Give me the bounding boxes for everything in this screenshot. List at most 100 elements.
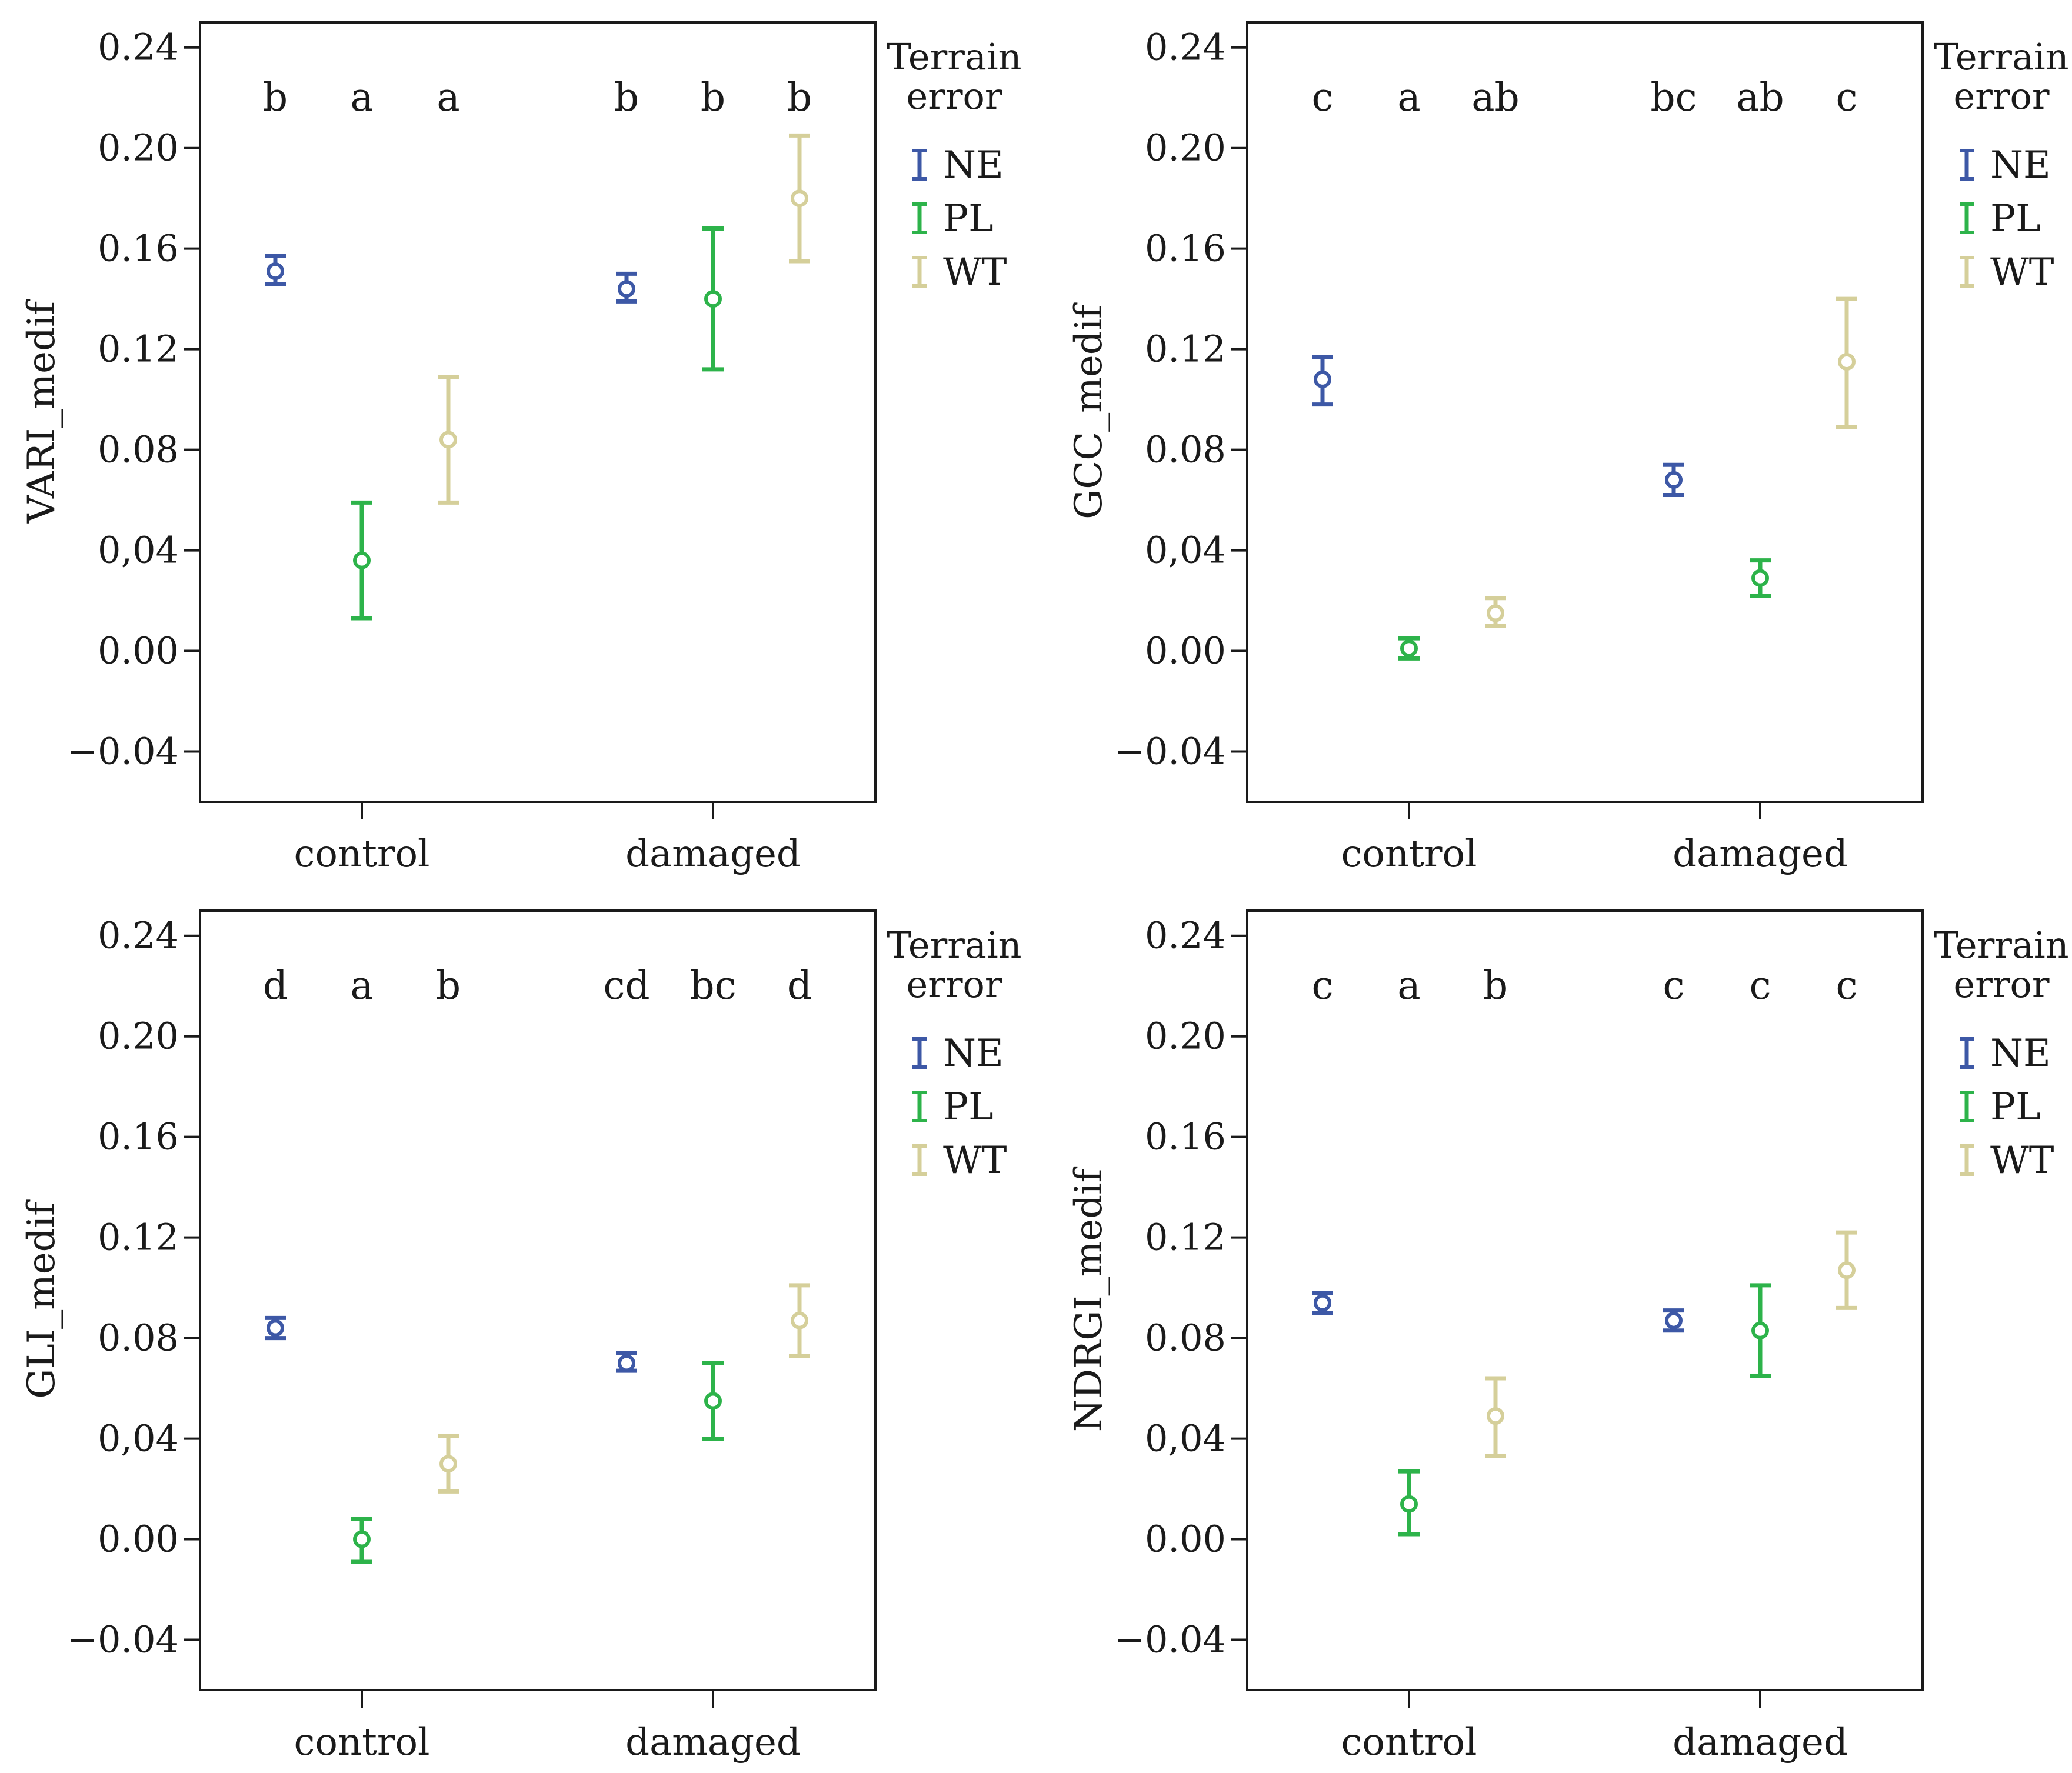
mean-point-ne <box>1665 471 1683 489</box>
x-tick-label: damaged <box>1673 1721 1848 1764</box>
x-tick-label: damaged <box>1673 832 1848 876</box>
chart-panel-gcc-medif: 0.24 0.20 0.16 0.12 0.08 0,04 0.00 −0.04 control… <box>1067 21 2069 876</box>
legend-label-ne: NE <box>1990 1032 2051 1075</box>
legend-label-wt: WT <box>1990 1139 2054 1182</box>
legend-title: error <box>1954 75 2050 118</box>
legend-label-pl: PL <box>943 1085 994 1129</box>
y-tick-label: 0,04 <box>98 529 179 572</box>
significance-letter: bc <box>689 963 736 1008</box>
significance-letter: c <box>1836 75 1858 120</box>
mean-point-wt <box>1838 1261 1856 1279</box>
x-tick-label: control <box>294 832 430 876</box>
y-axis-title: VARI_medif <box>20 299 64 524</box>
x-tick-label: control <box>294 1721 430 1764</box>
mean-point-wt <box>439 1455 457 1473</box>
legend-title: error <box>907 75 1002 118</box>
y-tick-label: −0.04 <box>1114 1618 1226 1661</box>
mean-point-pl <box>353 1530 371 1548</box>
x-tick-label: control <box>1341 832 1477 876</box>
mean-point-ne <box>1314 1294 1331 1312</box>
y-tick-label: 0,04 <box>98 1417 179 1460</box>
y-tick-label: 0.12 <box>98 328 179 371</box>
significance-letter: ab <box>1736 75 1784 120</box>
legend-title: error <box>907 963 1002 1006</box>
y-tick-label: 0.16 <box>98 227 179 270</box>
legend-label-wt: WT <box>1990 251 2054 294</box>
significance-letter: bc <box>1650 75 1697 120</box>
mean-point-ne <box>267 1319 284 1337</box>
chart-panel-gli-medif: 0.24 0.20 0.16 0.12 0.08 0,04 0.00 −0.04 control… <box>20 909 1022 1764</box>
y-tick-label: 0.20 <box>1145 126 1226 169</box>
plot-frame <box>199 909 877 1691</box>
plot-frame <box>199 21 877 803</box>
mean-point-wt <box>791 189 808 208</box>
y-tick-label: −0.04 <box>67 1618 179 1661</box>
significance-letter: b <box>1483 963 1508 1008</box>
mean-point-pl <box>1400 639 1418 658</box>
y-tick-label: 0.20 <box>1145 1015 1226 1058</box>
x-tick-label: damaged <box>625 1721 801 1764</box>
significance-letter: c <box>1312 963 1334 1008</box>
y-tick-label: 0.00 <box>98 629 179 672</box>
y-tick-label: 0.24 <box>98 914 179 957</box>
significance-letter: a <box>1397 963 1420 1008</box>
mean-point-pl <box>1751 569 1769 587</box>
legend-label-wt: WT <box>943 1139 1007 1182</box>
y-tick-label: 0.20 <box>98 126 179 169</box>
significance-letter: a <box>350 963 373 1008</box>
legend-title: Terrain <box>1934 924 2068 967</box>
y-tick-label: 0,04 <box>1145 1417 1226 1460</box>
legend-label-wt: WT <box>943 251 1007 294</box>
plot-frame <box>1246 21 1924 803</box>
chart-panel-ndrgi-medif: 0.24 0.20 0.16 0.12 0.08 0,04 0.00 −0.04 control… <box>1067 909 2069 1764</box>
y-tick-label: 0.00 <box>98 1518 179 1561</box>
legend-title: Terrain <box>887 35 1021 78</box>
significance-letter: c <box>1312 75 1334 120</box>
mean-point-ne <box>267 262 284 281</box>
legend-label-pl: PL <box>1990 1085 2041 1129</box>
significance-letter: c <box>1663 963 1685 1008</box>
y-axis-title: GCC_medif <box>1067 302 1111 519</box>
y-tick-label: 0.08 <box>98 1317 179 1359</box>
mean-point-ne <box>618 280 635 298</box>
y-tick-label: 0.20 <box>98 1015 179 1058</box>
legend-title: Terrain <box>887 924 1021 967</box>
mean-point-pl <box>1751 1321 1769 1339</box>
legend-label-pl: PL <box>1990 197 2041 241</box>
mean-point-ne <box>1665 1311 1683 1329</box>
significance-letter: b <box>614 75 639 120</box>
significance-letter: d <box>263 963 288 1008</box>
y-tick-label: 0.12 <box>1145 1216 1226 1259</box>
mean-point-pl <box>704 1392 722 1410</box>
y-axis-title: GLI_medif <box>20 1199 64 1399</box>
y-tick-label: 0.24 <box>98 26 179 69</box>
legend-label-ne: NE <box>943 1032 1004 1075</box>
significance-letter: a <box>1397 75 1420 120</box>
chart-panel-vari-medif: 0.24 0.20 0.16 0.12 0.08 0,04 0.00 −0.04 control… <box>20 21 1022 876</box>
significance-letter: c <box>1836 963 1858 1008</box>
mean-point-wt <box>439 431 457 449</box>
y-tick-label: 0.12 <box>1145 328 1226 371</box>
significance-letter: a <box>350 75 373 120</box>
plot-frame <box>1246 909 1924 1691</box>
mean-point-pl <box>1400 1495 1418 1513</box>
significance-letter: cd <box>603 963 649 1008</box>
mean-point-pl <box>353 551 371 569</box>
significance-letter: c <box>1750 963 1771 1008</box>
x-tick-label: damaged <box>625 832 801 876</box>
y-tick-label: 0.24 <box>1145 914 1226 957</box>
y-tick-label: 0.16 <box>1145 1115 1226 1158</box>
x-tick-label: control <box>1341 1721 1477 1764</box>
significance-letter: b <box>263 75 288 120</box>
mean-point-ne <box>618 1354 635 1372</box>
significance-letter: b <box>787 75 812 120</box>
y-tick-label: 0.24 <box>1145 26 1226 69</box>
significance-letter: b <box>436 963 461 1008</box>
significance-letter: d <box>787 963 812 1008</box>
y-tick-label: 0,04 <box>1145 529 1226 572</box>
mean-point-wt <box>1487 1407 1504 1425</box>
mean-point-wt <box>791 1311 808 1329</box>
legend-label-ne: NE <box>943 144 1004 187</box>
y-tick-label: −0.04 <box>1114 730 1226 773</box>
